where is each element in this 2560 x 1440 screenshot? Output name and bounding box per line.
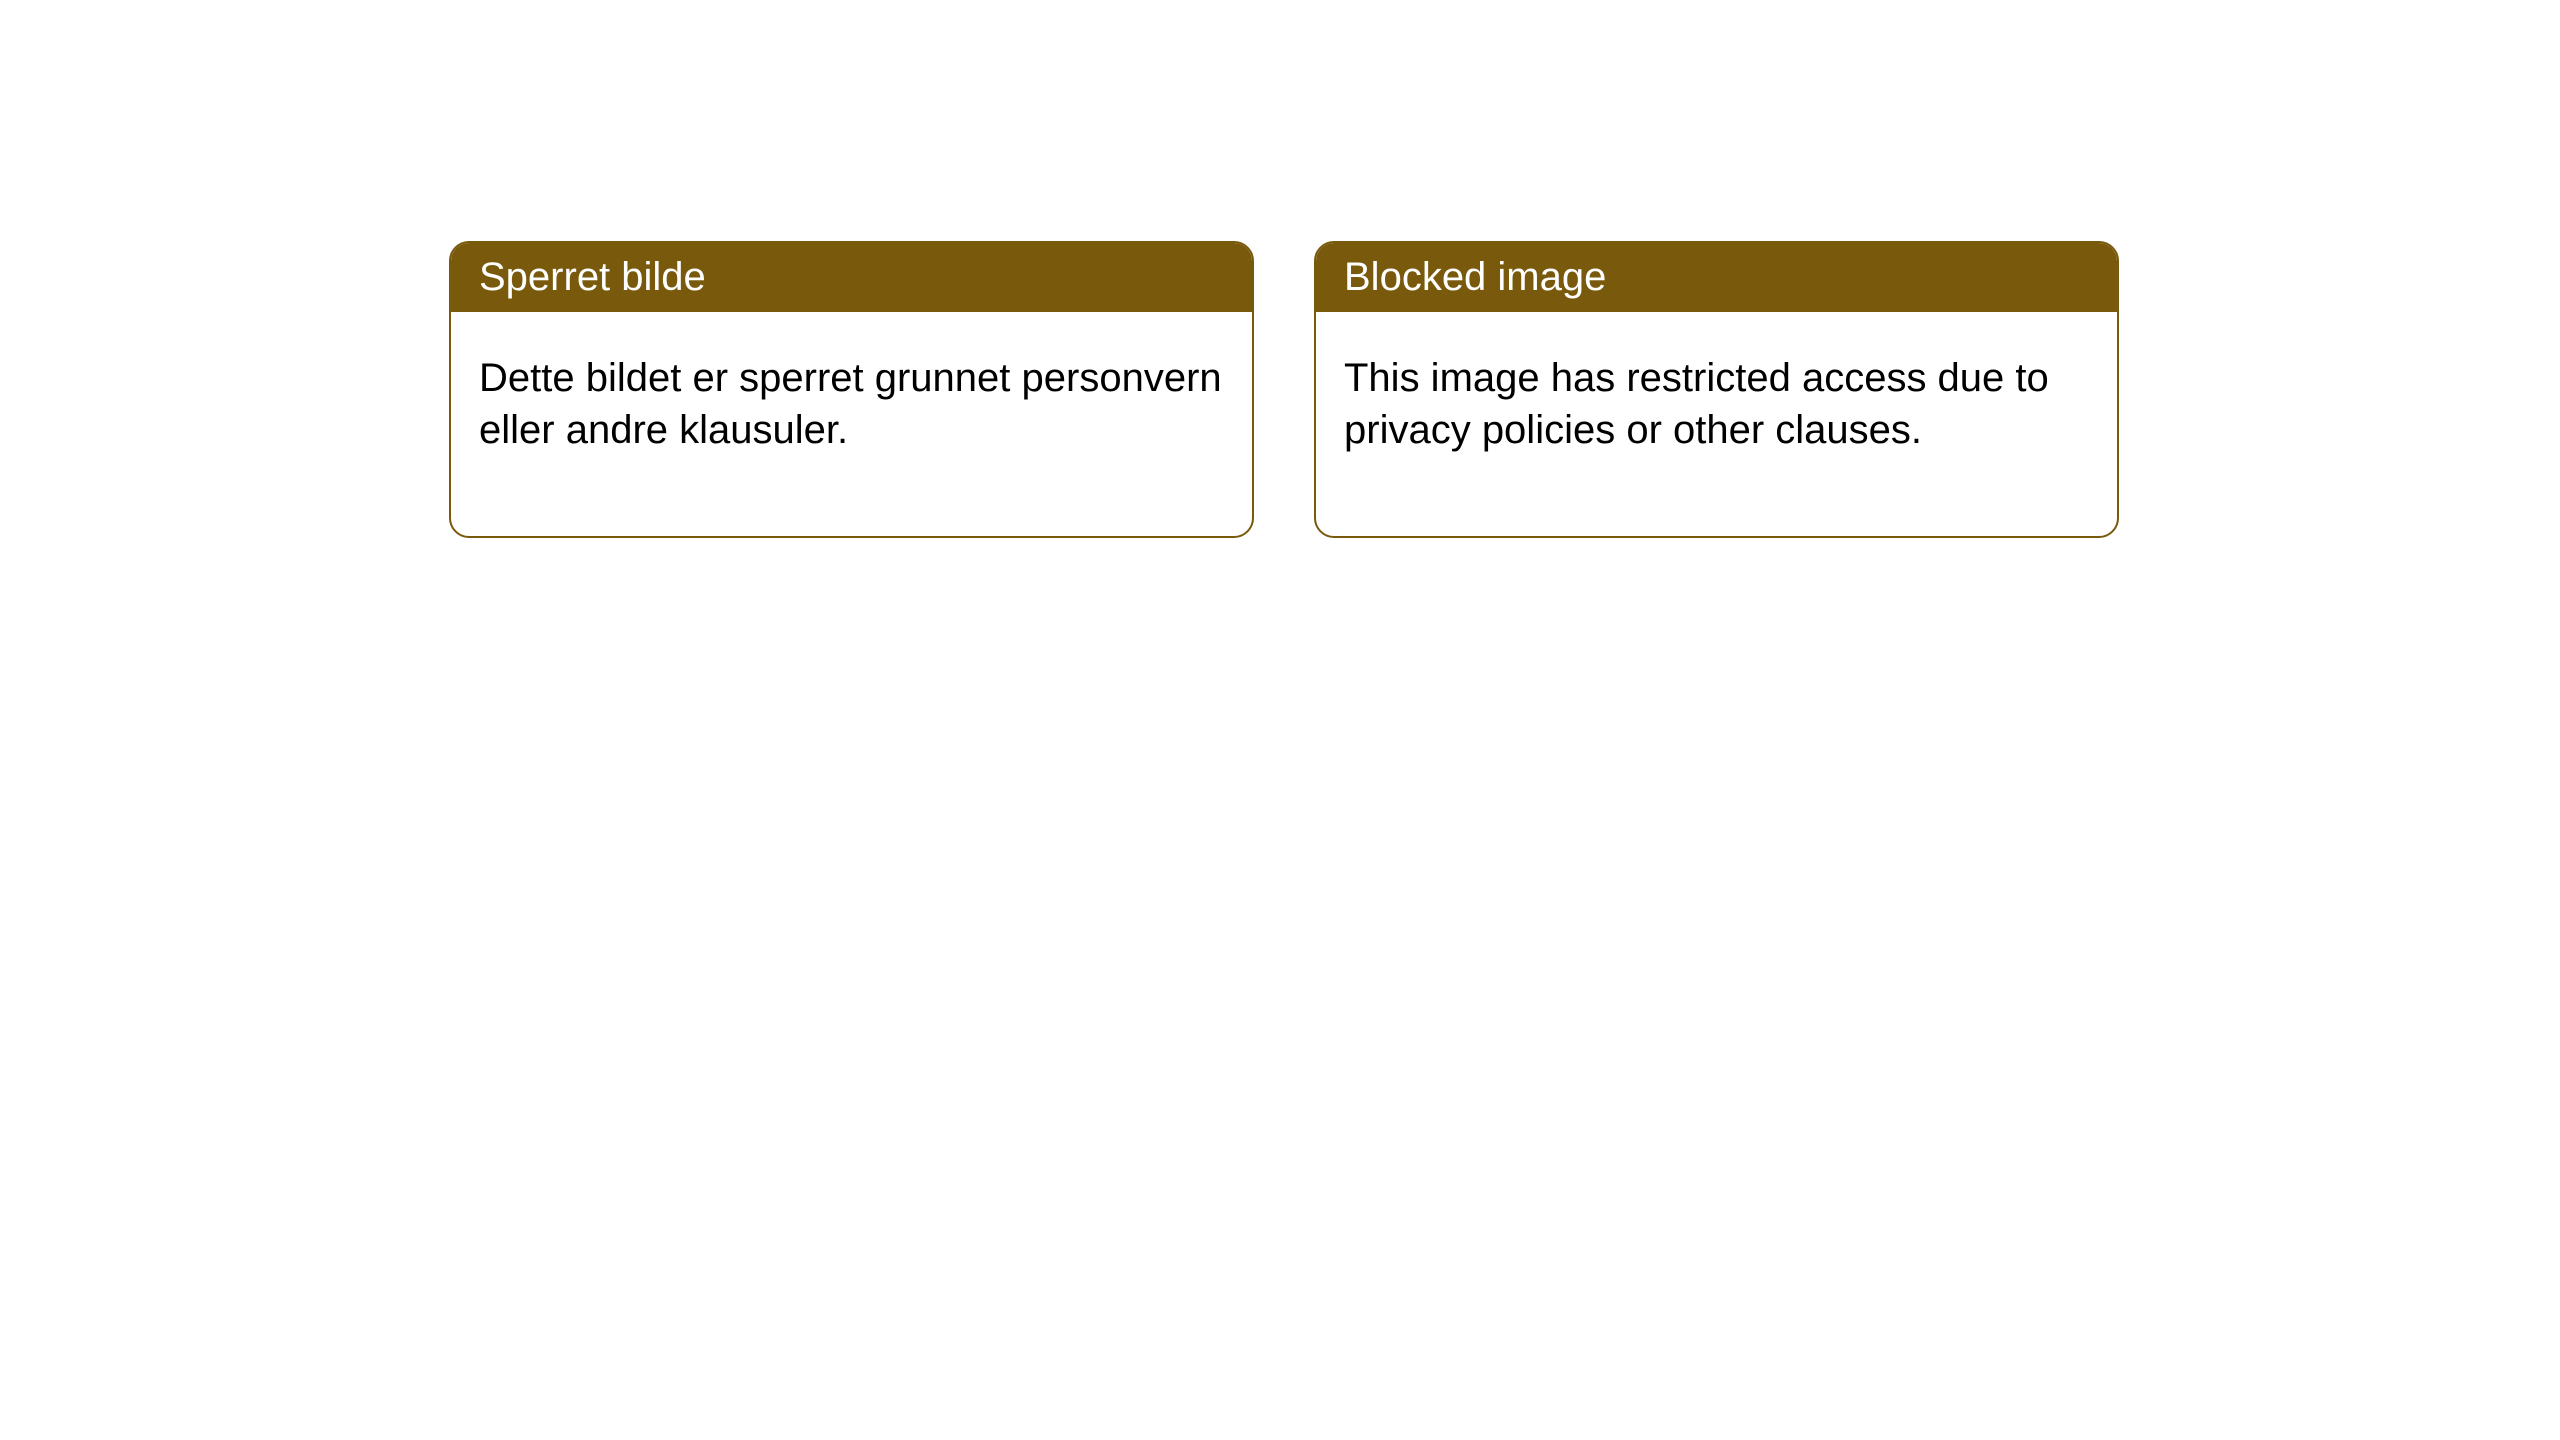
card-body: Dette bildet er sperret grunnet personve…: [451, 312, 1252, 536]
card-title: Sperret bilde: [479, 255, 706, 299]
card-header: Blocked image: [1316, 243, 2117, 312]
cards-container: Sperret bilde Dette bildet er sperret gr…: [0, 0, 2560, 538]
blocked-image-card-en: Blocked image This image has restricted …: [1314, 241, 2119, 538]
card-header: Sperret bilde: [451, 243, 1252, 312]
card-body-text: This image has restricted access due to …: [1344, 356, 2049, 452]
card-body: This image has restricted access due to …: [1316, 312, 2117, 536]
card-body-text: Dette bildet er sperret grunnet personve…: [479, 356, 1222, 452]
blocked-image-card-no: Sperret bilde Dette bildet er sperret gr…: [449, 241, 1254, 538]
card-title: Blocked image: [1344, 255, 1606, 299]
